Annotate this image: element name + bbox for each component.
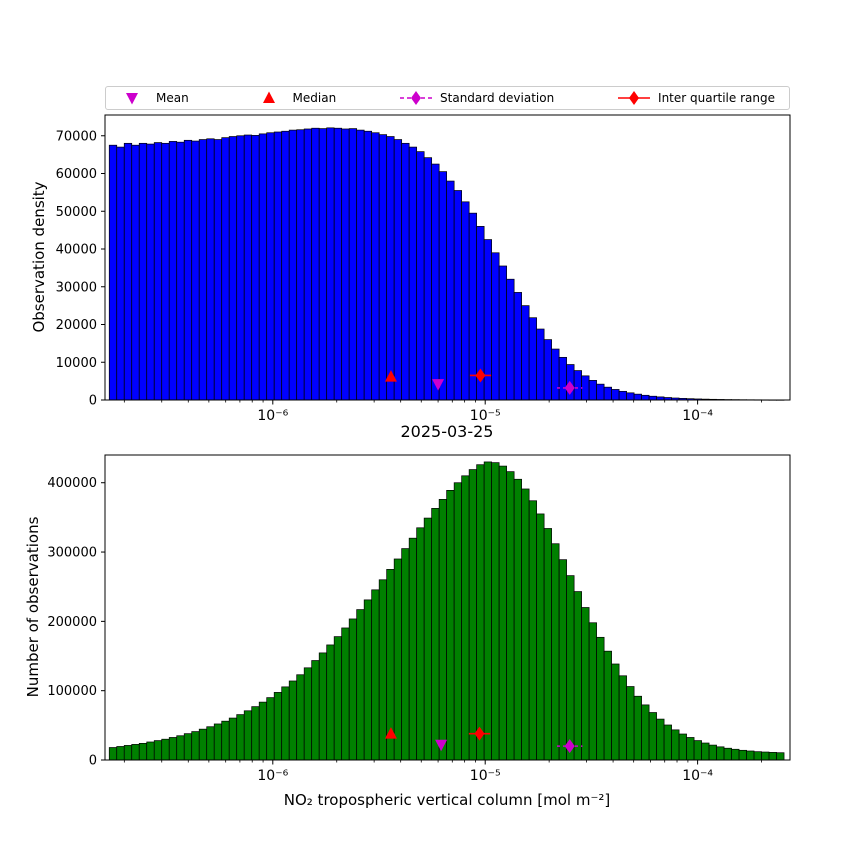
svg-text:200000: 200000 [47, 615, 97, 630]
mean-marker [435, 739, 448, 752]
standard-deviation-marker [564, 739, 575, 754]
svg-text:60000: 60000 [56, 167, 97, 182]
legend-item-mean: Mean [114, 90, 189, 106]
svg-text:10⁻⁶: 10⁻⁶ [257, 768, 288, 784]
legend: Mean Median Standard deviation Inter qua… [105, 86, 790, 110]
legend-item-inter-quartile-range: Inter quartile range [616, 90, 775, 106]
svg-text:10⁻⁵: 10⁻⁵ [470, 408, 501, 424]
inter-quartile-range-marker [474, 726, 485, 741]
top-y-axis-label: Observation density [30, 181, 48, 332]
svg-text:30000: 30000 [56, 280, 97, 295]
svg-text:10⁻⁵: 10⁻⁵ [470, 768, 501, 784]
legend-label-standard-deviation: Standard deviation [440, 91, 555, 105]
x-axis-label: NO₂ tropospheric vertical column [mol m⁻… [284, 791, 610, 809]
bottom-y-axis-label: Number of observations [24, 516, 42, 697]
median-marker [384, 370, 397, 382]
svg-text:40000: 40000 [56, 243, 97, 258]
svg-text:400000: 400000 [47, 476, 97, 491]
legend-label-inter-quartile-range: Inter quartile range [658, 91, 775, 105]
inter-quartile-range-marker-icon [618, 91, 651, 105]
svg-text:10000: 10000 [56, 356, 97, 371]
legend-label-median: Median [292, 91, 337, 105]
median-marker [384, 727, 397, 739]
svg-text:0: 0 [89, 754, 97, 769]
standard-deviation-marker-icon [400, 91, 433, 105]
mean-marker-icon [126, 93, 138, 105]
median-marker-icon [262, 91, 275, 103]
mean-marker [432, 379, 445, 391]
svg-text:300000: 300000 [47, 546, 97, 561]
standard-deviation-marker [564, 380, 575, 395]
svg-text:50000: 50000 [56, 205, 97, 220]
svg-text:10⁻⁶: 10⁻⁶ [257, 408, 288, 424]
observation-count-histogram: Number of observations NO₂ tropospheric … [24, 454, 791, 809]
svg-text:0: 0 [89, 394, 97, 409]
histogram-bars [108, 461, 785, 761]
histogram-bars [108, 127, 785, 401]
legend-label-mean: Mean [156, 91, 189, 105]
inter-quartile-range-marker [475, 368, 486, 383]
observation-density-histogram: Observation density 2025-03-25 0 10000 200… [30, 114, 791, 441]
svg-text:10⁻⁴: 10⁻⁴ [682, 408, 713, 424]
date-title: 2025-03-25 [401, 422, 494, 441]
legend-item-median: Median [251, 90, 337, 106]
svg-text:10⁻⁴: 10⁻⁴ [682, 768, 713, 784]
svg-text:20000: 20000 [56, 318, 97, 333]
svg-text:100000: 100000 [47, 684, 97, 699]
legend-item-standard-deviation: Standard deviation [398, 90, 554, 106]
svg-text:70000: 70000 [56, 129, 97, 144]
